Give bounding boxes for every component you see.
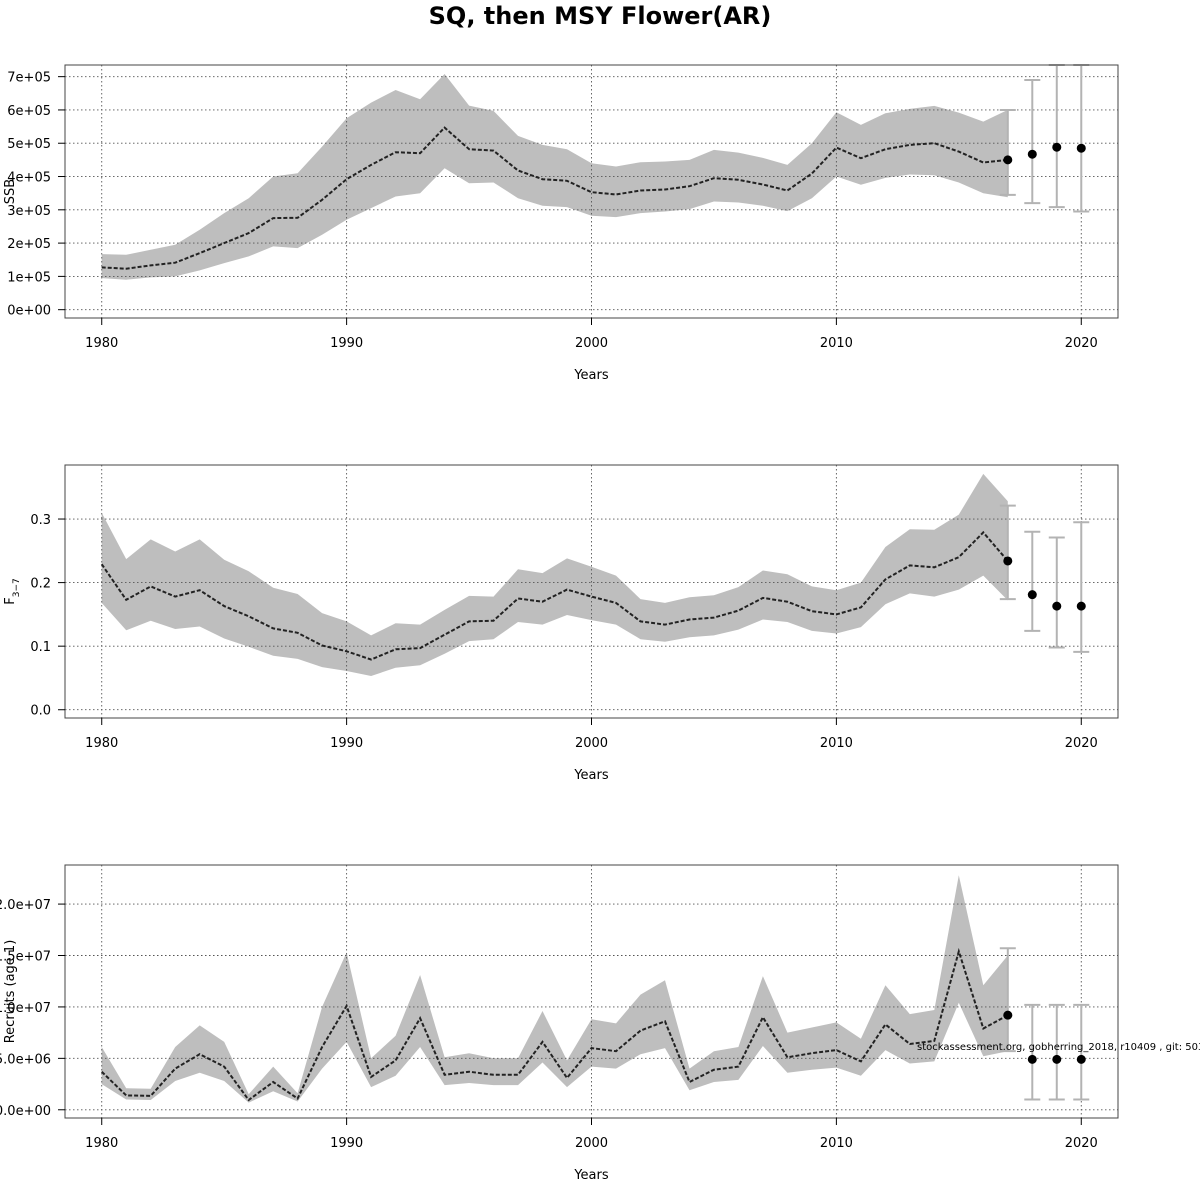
y-tick-label-4: 4e+05	[7, 171, 51, 186]
y-tick-label-2: 0.2	[30, 577, 51, 592]
forecast-point-recruits-2020	[1076, 1054, 1086, 1064]
x-tick-label-2010: 2010	[820, 336, 853, 351]
y-tick-label-4: 2.0e+07	[0, 898, 51, 913]
forecast-point-f-2019	[1052, 601, 1062, 611]
confidence-band-ssb	[101, 74, 1008, 280]
forecast-point-recruits-2019	[1052, 1054, 1062, 1064]
panel-ssb: 1980 1990 2000 2010 2020 0e+00 1e+05 2e+05 3e+05…	[3, 64, 1119, 383]
forecast-point-recruits-2017	[1003, 1010, 1013, 1020]
y-tick-label-1: 0.1	[30, 640, 51, 655]
x-tick-label-1980: 1980	[85, 736, 118, 751]
x-tick-label-2020: 2020	[1065, 736, 1098, 751]
x-tick-label-2020: 2020	[1065, 1136, 1098, 1151]
y-tick-label-3: 1.5e+07	[0, 950, 51, 965]
x-tick-label-2020: 2020	[1065, 336, 1098, 351]
y-tick-label-7: 7e+05	[7, 71, 51, 86]
x-tick-label-2000: 2000	[575, 1136, 608, 1151]
y-tick-label-1: 5.0e+06	[0, 1052, 51, 1067]
estimate-line-f	[100, 530, 1009, 661]
estimate-line-ssb	[101, 126, 1008, 270]
y-tick-label-5: 5e+05	[7, 137, 51, 152]
x-tick-label-2010: 2010	[820, 1136, 853, 1151]
x-tick-label-1980: 1980	[85, 1136, 118, 1151]
forecast-point-f-2018	[1027, 590, 1037, 600]
x-tick-label-2010: 2010	[820, 736, 853, 751]
estimate-line-recruits	[101, 947, 1009, 1102]
y-tick-label-1: 1e+05	[7, 270, 51, 285]
y-tick-label-0: 0.0	[30, 704, 51, 719]
forecast-point-ssb-2019	[1052, 142, 1062, 152]
x-tick-label-2000: 2000	[575, 336, 608, 351]
y-tick-label-3: 0.3	[30, 513, 51, 528]
forecast-point-ssb-2017	[1003, 155, 1013, 165]
y-tick-label-2: 2e+05	[7, 237, 51, 252]
confidence-band-f	[101, 473, 1008, 676]
x-tick-label-1980: 1980	[85, 336, 118, 351]
x-axis-title-f: Years	[573, 768, 609, 783]
credit-text: stockassessment.org, gobherring_2018, r1…	[917, 1042, 1200, 1053]
chart-title: SQ, then MSY Flower(AR)	[428, 2, 772, 30]
confidence-band-recruits	[101, 875, 1008, 1103]
x-tick-label-1990: 1990	[330, 336, 363, 351]
forecast-point-f-2017	[1003, 556, 1013, 566]
y-tick-label-3: 3e+05	[7, 204, 51, 219]
forecast-point-f-2020	[1076, 601, 1086, 611]
y-axis-title-recruits: Recruits (age 1)	[3, 940, 18, 1044]
forecast-point-recruits-2018	[1027, 1054, 1037, 1064]
y-tick-label-6: 6e+05	[7, 104, 51, 119]
y-axis-title-subscript-f: 3−7	[12, 578, 22, 597]
panel-recruits: 1980 1990 2000 2010 2020 0.0e+00 5.0e+06 1.0e+0…	[0, 864, 1119, 1183]
y-axis-title-ssb: SSB	[3, 179, 18, 204]
forecast-point-ssb-2020	[1076, 143, 1086, 153]
y-axis-title-f: F3−7	[3, 578, 22, 604]
y-tick-label-0: 0e+00	[7, 304, 51, 319]
panel-f: 1980 1990 2000 2010 2020 0.0 0.1 0.2 0.3 Years F3−…	[3, 464, 1119, 783]
x-tick-label-2000: 2000	[575, 736, 608, 751]
x-tick-label-1990: 1990	[330, 736, 363, 751]
x-axis-title-ssb: Years	[573, 368, 609, 383]
x-tick-label-1990: 1990	[330, 1136, 363, 1151]
forecast-point-ssb-2018	[1027, 149, 1037, 159]
y-tick-label-0: 0.0e+00	[0, 1104, 51, 1119]
y-tick-label-2: 1.0e+07	[0, 1001, 51, 1016]
x-axis-title-recruits: Years	[573, 1168, 609, 1183]
